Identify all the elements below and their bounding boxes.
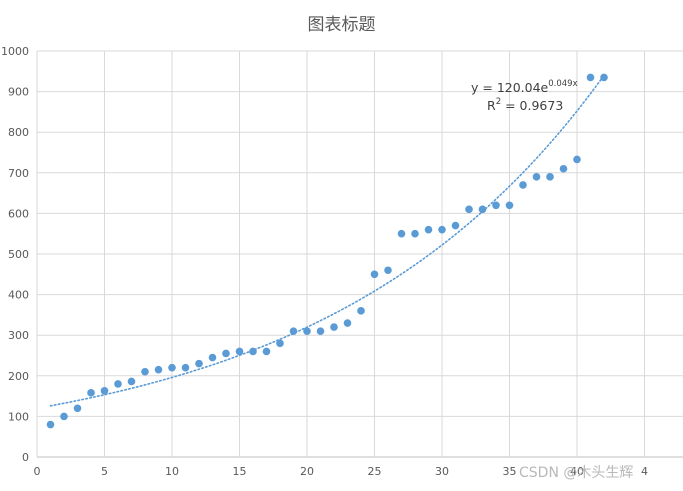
x-tick-label: 35 xyxy=(503,465,517,478)
data-point xyxy=(532,173,541,181)
x-tick-label: 15 xyxy=(233,465,247,478)
data-point xyxy=(478,205,487,214)
y-tick-label: 800 xyxy=(8,126,29,139)
data-point xyxy=(127,377,136,386)
data-point xyxy=(438,225,446,234)
data-point xyxy=(343,319,352,327)
data-point xyxy=(303,327,311,335)
r-squared-superscript: 2 xyxy=(496,97,501,107)
data-point xyxy=(235,347,244,356)
data-point xyxy=(586,73,595,82)
data-point xyxy=(222,349,230,358)
data-point xyxy=(141,367,149,376)
data-point xyxy=(114,380,122,388)
y-tick-label: 300 xyxy=(8,329,29,342)
y-tick-label: 0 xyxy=(22,451,29,464)
data-point xyxy=(154,365,163,374)
data-point xyxy=(276,339,284,348)
data-point xyxy=(384,266,392,275)
data-point xyxy=(249,347,257,356)
trendline xyxy=(49,74,605,407)
data-point xyxy=(559,164,568,173)
data-point xyxy=(411,229,419,238)
equation-main: y = 120.04e xyxy=(471,80,549,95)
gridlines xyxy=(36,50,683,458)
equation-exponent: 0.049x xyxy=(548,79,577,89)
data-point xyxy=(60,412,68,421)
data-point xyxy=(573,155,581,164)
data-point xyxy=(546,173,554,181)
y-tick-label: 1000 xyxy=(1,45,29,58)
y-tick-label: 200 xyxy=(8,370,29,383)
data-point xyxy=(289,327,298,335)
data-point xyxy=(600,73,608,82)
x-tick-label: 0 xyxy=(34,465,41,478)
equation-label: y = 120.04e0.049x xyxy=(471,79,578,95)
y-tick-label: 400 xyxy=(8,289,29,302)
r-squared-label: R2 = 0.9673 xyxy=(487,97,563,113)
x-tick-label: 4 xyxy=(641,465,648,478)
data-point xyxy=(87,389,95,397)
data-point xyxy=(357,307,365,315)
data-point xyxy=(397,229,406,238)
data-point xyxy=(505,201,514,210)
x-tick-label: 10 xyxy=(165,465,179,478)
trendline-path xyxy=(49,74,605,407)
data-point xyxy=(195,359,203,368)
data-point xyxy=(451,221,460,230)
data-point xyxy=(370,270,379,279)
data-point xyxy=(46,420,55,429)
x-tick-label: 30 xyxy=(435,465,449,478)
r-squared-value: = 0.9673 xyxy=(501,98,563,113)
y-tick-label: 100 xyxy=(8,410,29,423)
chart-title: 图表标题 xyxy=(307,15,376,35)
watermark-text: CSDN @木头生辉 xyxy=(519,465,634,481)
data-point xyxy=(492,201,500,210)
x-tick-label: 20 xyxy=(300,465,314,478)
trendline-equation: y = 120.04e0.049x R2 = 0.9673 xyxy=(471,79,578,113)
r-squared-prefix: R xyxy=(487,98,496,113)
data-points xyxy=(46,73,608,429)
x-tick-label: 25 xyxy=(368,465,382,478)
data-point xyxy=(519,181,527,189)
data-point xyxy=(73,404,82,413)
data-point xyxy=(316,327,325,335)
data-point xyxy=(424,225,433,234)
y-tick-label: 700 xyxy=(8,167,29,180)
y-tick-label: 600 xyxy=(8,207,29,220)
data-point xyxy=(208,353,217,362)
x-tick-label: 40 xyxy=(570,465,584,478)
y-tick-label: 500 xyxy=(8,248,29,261)
data-point xyxy=(262,347,271,356)
data-point xyxy=(465,205,473,214)
data-point xyxy=(168,363,176,372)
x-tick-label: 5 xyxy=(101,465,108,478)
y-tick-label: 900 xyxy=(8,86,29,99)
data-point xyxy=(330,323,338,331)
data-point xyxy=(181,363,190,372)
data-point xyxy=(100,387,109,395)
